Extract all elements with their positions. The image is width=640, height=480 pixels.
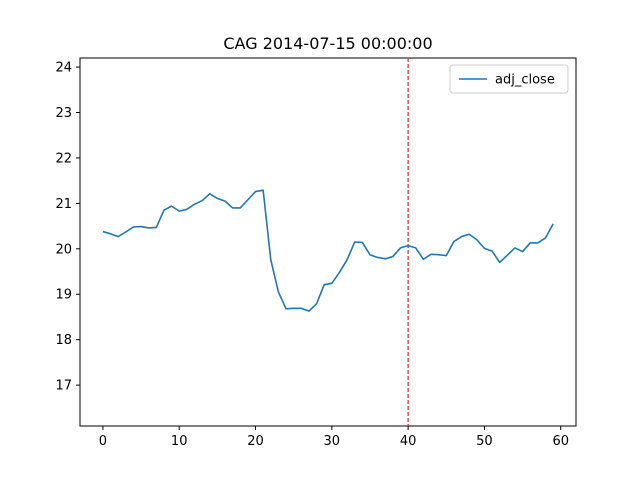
series-line-adj_close [102, 189, 554, 312]
y-tick-label: 19 [55, 288, 72, 303]
y-tick-label: 21 [55, 197, 72, 212]
legend-box [449, 64, 569, 94]
x-tick-label: 0 [99, 434, 107, 449]
x-tick-label: 50 [476, 434, 493, 449]
y-tick-label: 18 [55, 333, 72, 348]
x-tick-label: 10 [171, 434, 188, 449]
y-tick-label: 24 [55, 61, 72, 76]
legend-label: adj_close [495, 73, 555, 88]
axes-frame [79, 57, 577, 427]
y-tick-label: 17 [55, 379, 72, 394]
plot-area: 0 10 20 30 40 50 60 17 18 19 20 21 22 23 24 adj_close [55, 57, 577, 449]
y-tick-label: 20 [55, 242, 72, 257]
x-tick-label: 40 [400, 434, 417, 449]
x-tick-label: 60 [552, 434, 569, 449]
y-tick-label: 22 [55, 151, 72, 166]
y-tick-label: 23 [55, 106, 72, 121]
chart-title: CAG 2014-07-15 00:00:00 [223, 34, 432, 53]
x-tick-label: 30 [324, 434, 341, 449]
x-tick-label: 20 [247, 434, 264, 449]
